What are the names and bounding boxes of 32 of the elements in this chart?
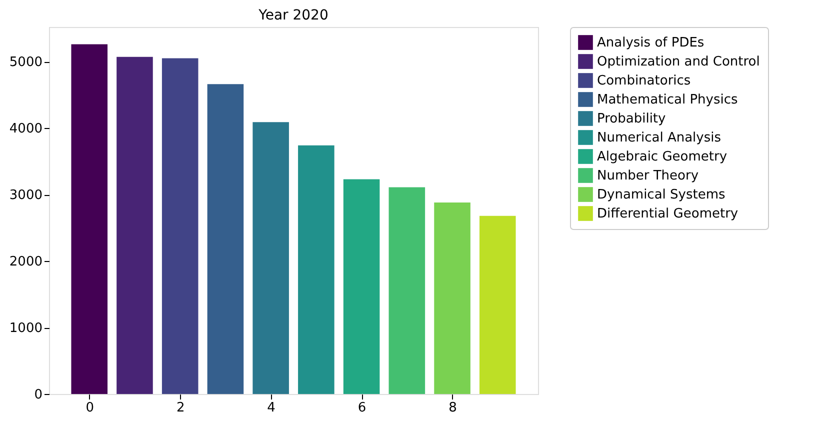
bar xyxy=(116,56,153,394)
legend-label: Differential Geometry xyxy=(597,206,738,222)
chart-title: Year 2020 xyxy=(258,8,328,24)
bar xyxy=(298,145,334,394)
bar xyxy=(207,84,244,394)
bar xyxy=(252,122,289,394)
y-tick-label: 3000 xyxy=(9,188,42,204)
y-tick-label: 0 xyxy=(34,388,42,402)
x-tick-label: 0 xyxy=(86,400,94,416)
bar xyxy=(434,202,470,394)
y-tick-label: 4000 xyxy=(9,122,42,137)
legend-label: Optimization and Control xyxy=(597,54,760,70)
x-tick-label: 4 xyxy=(267,400,276,416)
legend-label: Mathematical Physics xyxy=(597,92,738,108)
bar xyxy=(479,216,516,394)
x-tick-label: 2 xyxy=(176,400,185,416)
legend-label: Number Theory xyxy=(597,168,699,184)
legend-label: Numerical Analysis xyxy=(597,130,722,146)
y-tick-label: 5000 xyxy=(9,55,42,70)
bar xyxy=(71,44,108,394)
legend-label: Probability xyxy=(597,112,666,126)
x-tick-label: 8 xyxy=(448,400,457,416)
bar xyxy=(388,187,426,394)
y-tick-label: 2000 xyxy=(9,254,42,270)
legend-label: Combinatorics xyxy=(597,74,691,88)
y-tick-label: 1000 xyxy=(9,321,42,336)
legend-label: Dynamical Systems xyxy=(597,188,726,202)
x-tick-label: 6 xyxy=(358,400,366,416)
legend-label: Analysis of PDEs xyxy=(597,36,704,50)
legend-label: Algebraic Geometry xyxy=(597,150,728,164)
bar xyxy=(343,179,380,394)
bar xyxy=(162,58,198,394)
